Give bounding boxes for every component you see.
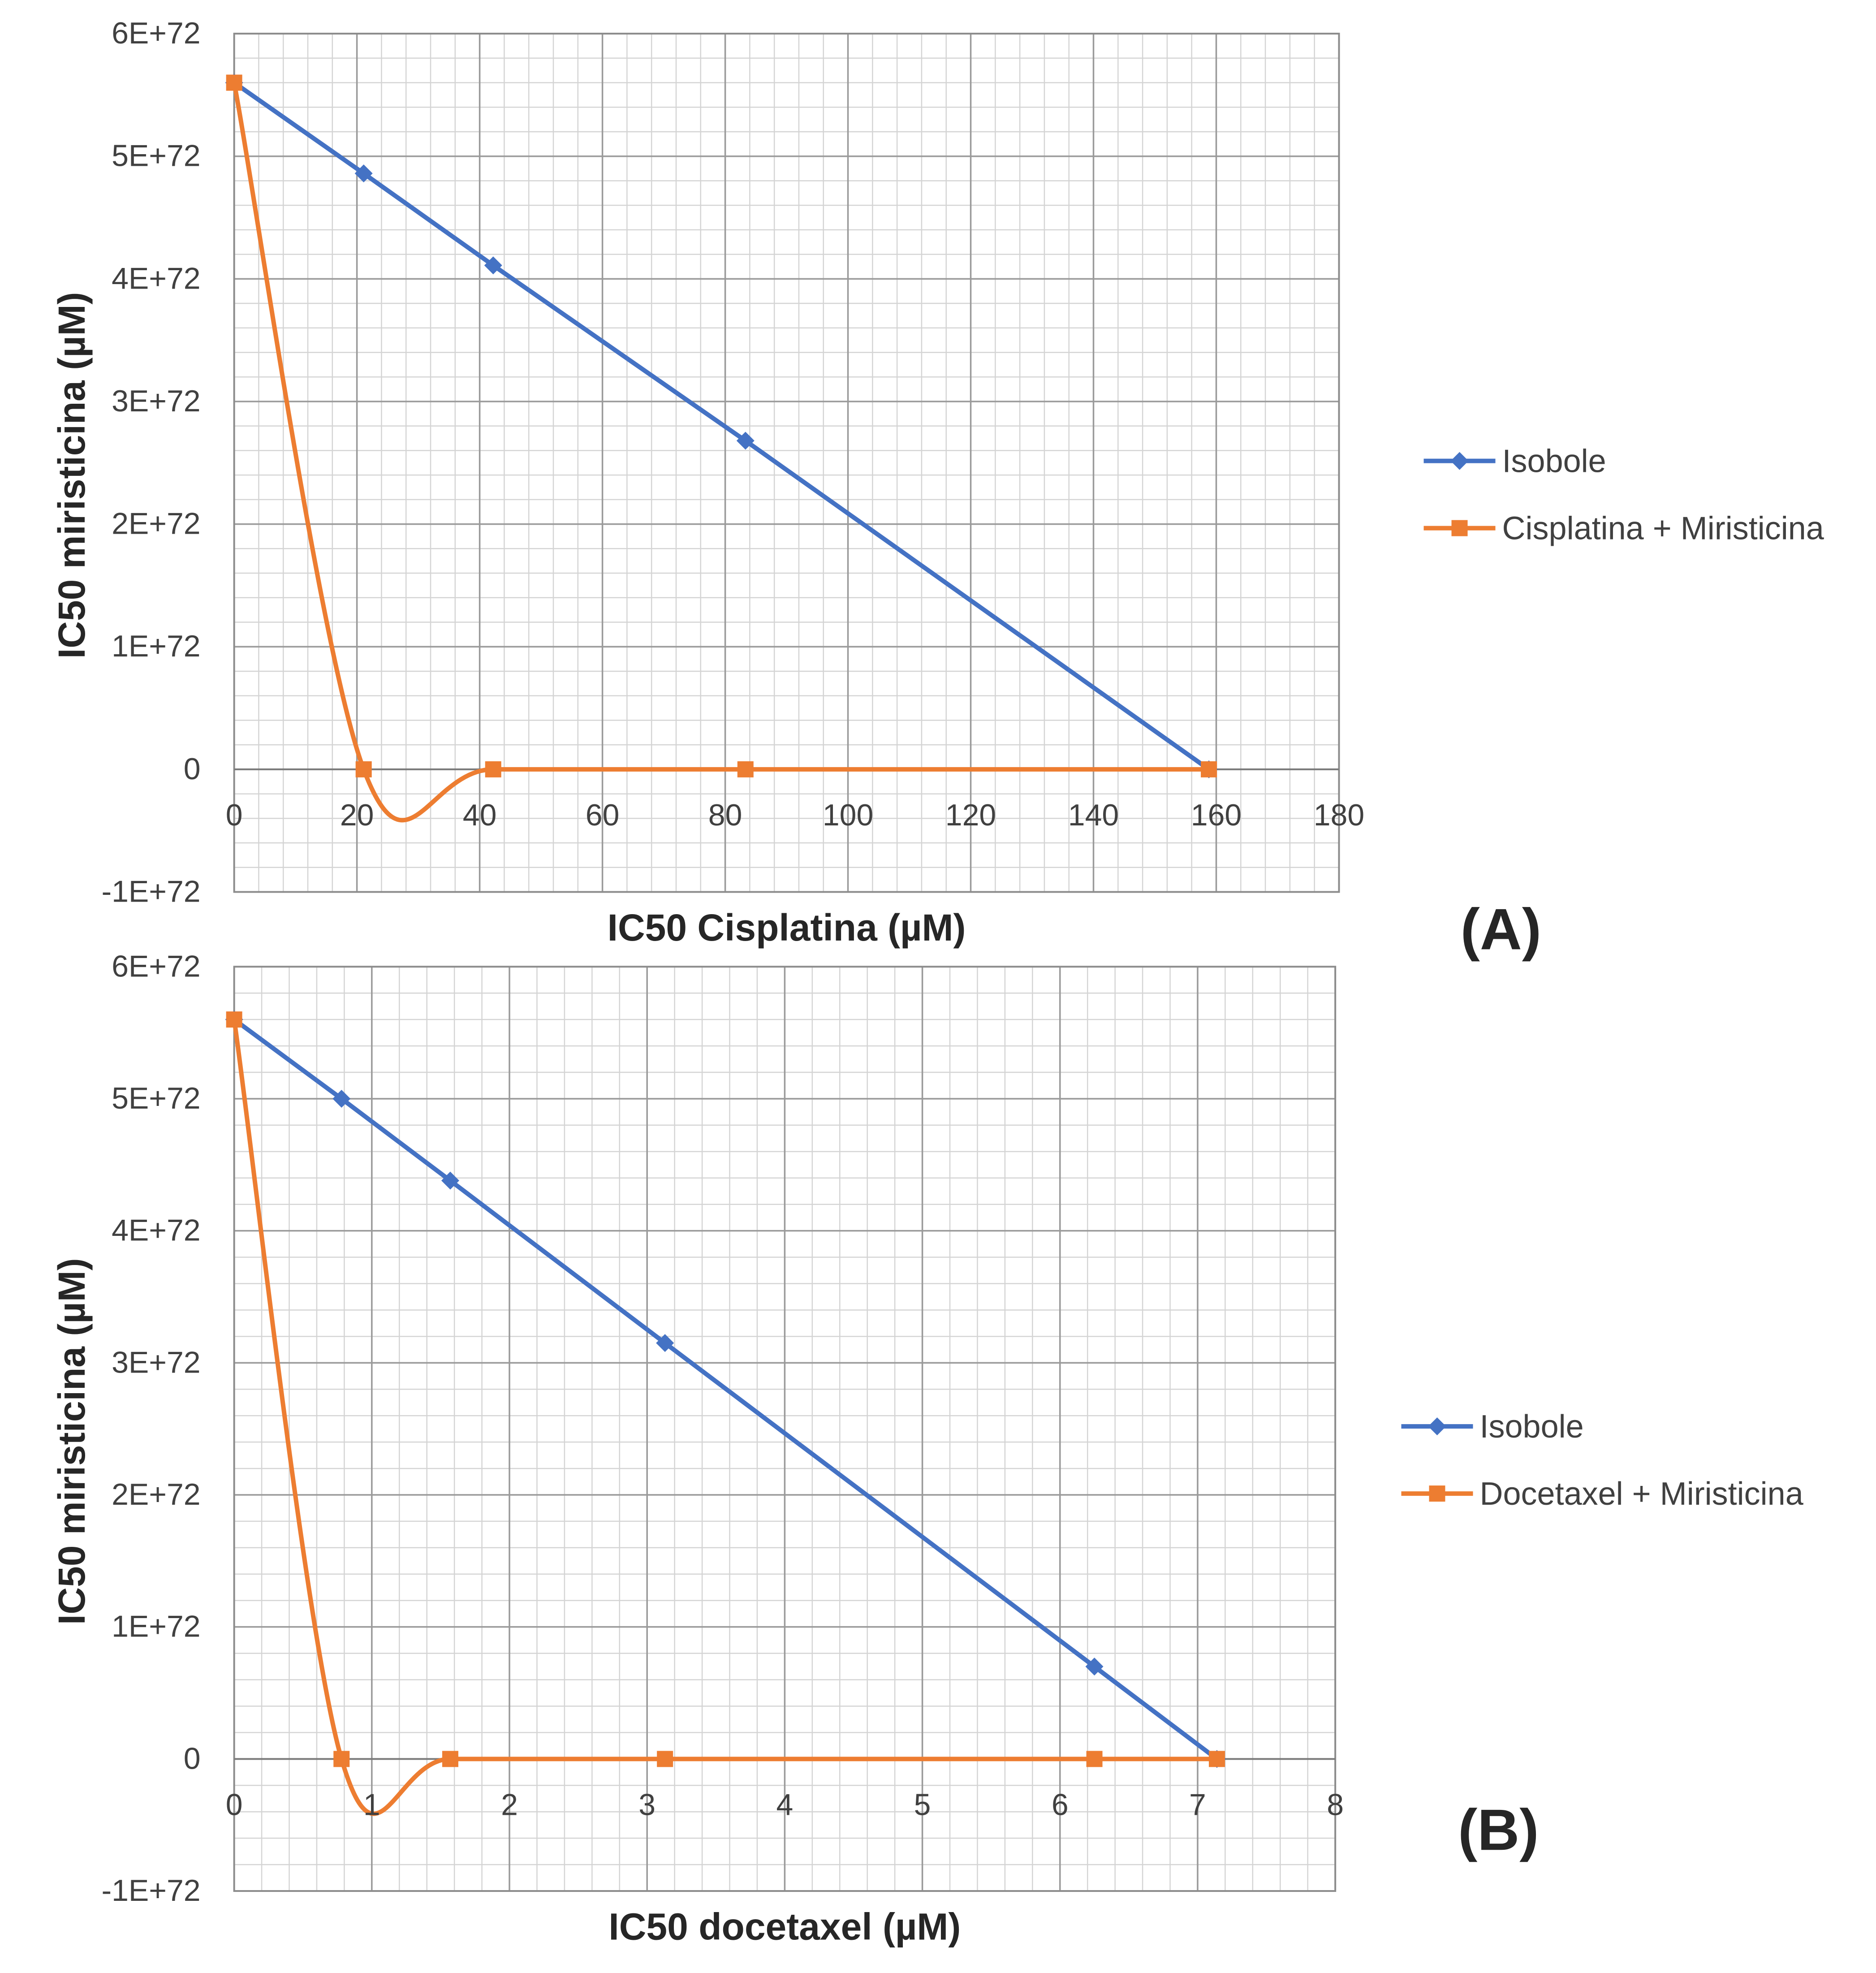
y-tick-labels: -1E+72 0 1E+72 2E+72 3E+72 4E+72 5E+72 6E+72 (101, 949, 200, 1908)
legend-entry-label: Isobole (1502, 444, 1606, 479)
y-tick-label: 2E+72 (112, 1477, 201, 1511)
y-tick-label: 0 (184, 752, 201, 786)
series-line-1 (232, 1017, 1219, 1761)
data-point-square (657, 1751, 673, 1767)
x-tick-label: 6 (1052, 1787, 1069, 1822)
series-line-2 (232, 80, 1212, 823)
x-tick-label: 120 (945, 798, 996, 832)
data-point-diamond (332, 1089, 351, 1108)
plot-area-border (233, 33, 1340, 893)
x-tick-labels: 0 20 40 60 80 100 120 140 160 180 (226, 798, 1365, 832)
legend: Isobole Cisplatina + Miristicina (1423, 444, 1824, 547)
y-tick-label: 3E+72 (112, 1345, 201, 1379)
x-tick-label: 180 (1314, 798, 1364, 832)
y-tick-label: 1E+72 (112, 1610, 201, 1644)
x-axis-label: IC50 docetaxel (µM) (608, 1905, 961, 1947)
legend-marker-square (1429, 1485, 1445, 1502)
data-point-square (737, 761, 754, 777)
x-tick-label: 80 (708, 798, 742, 832)
x-tick-label: 0 (226, 798, 243, 832)
x-tick-label: 7 (1189, 1787, 1206, 1822)
x-tick-label: 5 (914, 1787, 931, 1822)
y-tick-label: 5E+72 (112, 1081, 201, 1115)
x-tick-label: 20 (340, 798, 374, 832)
data-point-square (1201, 761, 1217, 777)
x-tick-label: 2 (501, 1787, 518, 1822)
legend-marker-diamond (1450, 452, 1469, 470)
data-point-diamond (1085, 1658, 1104, 1676)
x-tick-label: 60 (586, 798, 620, 832)
x-tick-label: 140 (1068, 798, 1119, 832)
series-layer (225, 1010, 1226, 1816)
legend-entry-label: Docetaxel + Miristicina (1480, 1476, 1804, 1512)
y-tick-label: 2E+72 (112, 507, 201, 541)
data-point-square (355, 761, 372, 777)
legend-entry-label: Isobole (1480, 1409, 1584, 1445)
y-tick-label: 6E+72 (112, 949, 201, 983)
data-point-diamond (441, 1171, 459, 1190)
y-axis-label: IC50 miristicina (µM) (51, 1258, 93, 1625)
legend: Isobole Docetaxel + Miristicina (1401, 1409, 1804, 1512)
x-tick-label: 8 (1327, 1787, 1344, 1822)
y-tick-labels: -1E+72 0 1E+72 2E+72 3E+72 4E+72 5E+72 6E+72 (101, 16, 200, 908)
data-point-square (333, 1751, 350, 1767)
data-point-diamond (656, 1334, 674, 1352)
x-tick-label: 3 (638, 1787, 656, 1822)
y-tick-label: 6E+72 (112, 16, 201, 50)
panel-label: (A) (1461, 896, 1541, 962)
data-point-diamond (484, 256, 502, 275)
x-tick-label: 160 (1191, 798, 1242, 832)
y-tick-label: 0 (184, 1741, 201, 1775)
chart-panel-a: -1E+72 0 1E+72 2E+72 3E+72 4E+72 5E+72 6E+72 0 2… (51, 16, 1824, 962)
x-tick-label: 100 (823, 798, 873, 832)
y-tick-label: 4E+72 (112, 261, 201, 295)
data-point-square (226, 1011, 242, 1028)
y-tick-label: 1E+72 (112, 629, 201, 663)
y-tick-label: -1E+72 (101, 874, 200, 908)
data-point-square (442, 1751, 458, 1767)
x-tick-label: 4 (776, 1787, 793, 1822)
legend-entry-label: Cisplatina + Miristicina (1502, 511, 1824, 547)
data-point-square (1086, 1751, 1103, 1767)
data-point-diamond (736, 432, 755, 450)
data-point-diamond (354, 164, 373, 182)
x-tick-label: 1 (363, 1787, 380, 1822)
plot-area-border (233, 966, 1337, 1892)
series-layer (225, 73, 1218, 823)
x-tick-labels: 0 1 2 3 4 5 6 7 8 (226, 1787, 1344, 1822)
legend-marker-diamond (1428, 1417, 1446, 1436)
y-tick-label: 4E+72 (112, 1213, 201, 1248)
x-tick-label: 0 (226, 1787, 243, 1822)
panel-label: (B) (1458, 1797, 1539, 1862)
y-tick-label: 3E+72 (112, 384, 201, 418)
chart-panel-b: -1E+72 0 1E+72 2E+72 3E+72 4E+72 5E+72 6E+72 0 1… (51, 949, 1803, 1947)
y-axis-label: IC50 miristicina (µM) (51, 292, 93, 659)
y-tick-label: 5E+72 (112, 139, 201, 173)
data-point-square (1208, 1751, 1225, 1767)
legend-marker-square (1451, 520, 1468, 536)
x-axis-label: IC50 Cisplatina (µM) (608, 907, 966, 949)
x-tick-label: 40 (463, 798, 497, 832)
data-point-square (226, 74, 242, 91)
data-point-square (485, 761, 501, 777)
y-tick-label: -1E+72 (101, 1874, 200, 1908)
